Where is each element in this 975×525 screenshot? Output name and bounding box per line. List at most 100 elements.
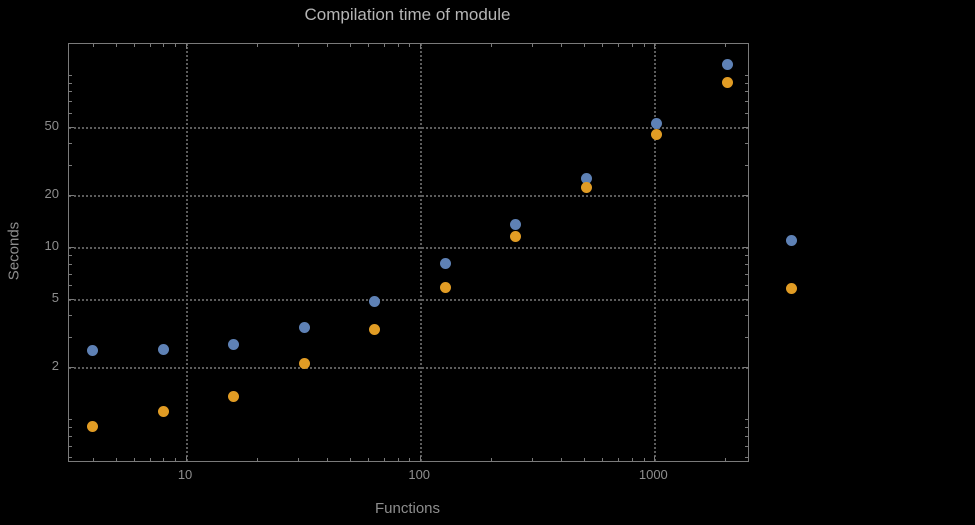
x-tick-mark	[397, 458, 399, 461]
y-tick-mark	[69, 445, 72, 447]
x-tick-mark	[383, 458, 385, 461]
y-tick-mark	[69, 143, 72, 145]
y-tick-mark	[69, 273, 72, 275]
legend-marker-blue	[785, 234, 797, 246]
data-point-orange	[369, 324, 381, 336]
legend-marker-orange	[785, 282, 797, 294]
data-point-orange	[298, 358, 310, 370]
y-tick-mark	[745, 164, 748, 166]
x-tick-label: 10	[177, 467, 193, 482]
y-tick-mark	[745, 336, 748, 338]
x-tick-mark	[643, 44, 645, 47]
x-tick-mark	[602, 44, 604, 47]
y-tick-mark	[743, 367, 748, 369]
y-tick-mark	[745, 457, 748, 459]
x-gridline	[420, 44, 423, 461]
x-tick-mark	[186, 456, 188, 461]
x-tick-mark	[149, 458, 151, 461]
x-tick-mark	[134, 44, 136, 47]
x-tick-mark	[409, 458, 411, 461]
data-point-blue	[369, 296, 381, 308]
y-tick-mark	[69, 74, 72, 76]
x-tick-mark	[368, 458, 370, 461]
x-tick-mark	[420, 456, 422, 461]
y-tick-mark	[69, 126, 74, 128]
y-tick-mark	[69, 418, 72, 420]
x-tick-mark	[349, 458, 351, 461]
x-tick-mark	[368, 44, 370, 47]
x-tick-mark	[327, 458, 329, 461]
x-tick-mark	[583, 458, 585, 461]
data-point-blue	[580, 172, 592, 184]
y-tick-mark	[745, 82, 748, 84]
y-tick-mark	[69, 254, 72, 256]
data-point-orange	[651, 128, 663, 140]
x-tick-label: 1000	[638, 467, 668, 482]
x-gridline	[186, 44, 189, 461]
x-tick-mark	[602, 458, 604, 461]
x-tick-mark	[397, 44, 399, 47]
y-tick-mark	[69, 195, 74, 197]
y-tick-label: 2	[51, 358, 59, 374]
y-tick-mark	[743, 246, 748, 248]
x-tick-mark	[561, 458, 563, 461]
y-tick-mark	[743, 298, 748, 300]
y-tick-mark	[745, 101, 748, 103]
data-point-blue	[439, 258, 451, 270]
data-point-blue	[228, 339, 240, 351]
data-point-blue	[721, 58, 733, 70]
x-tick-mark	[618, 458, 620, 461]
x-tick-mark	[349, 44, 351, 47]
x-tick-mark	[583, 44, 585, 47]
y-tick-mark	[745, 285, 748, 287]
x-tick-mark	[724, 458, 726, 461]
data-point-blue	[157, 343, 169, 355]
x-tick-mark	[256, 458, 258, 461]
y-tick-mark	[745, 418, 748, 420]
y-tick-mark	[69, 426, 72, 428]
y-tick-mark	[69, 336, 72, 338]
y-tick-mark	[745, 263, 748, 265]
y-tick-mark	[745, 91, 748, 93]
data-point-orange	[439, 282, 451, 294]
x-tick-mark	[383, 44, 385, 47]
data-point-orange	[721, 77, 733, 89]
y-gridline	[69, 195, 748, 198]
x-tick-mark	[531, 458, 533, 461]
y-tick-mark	[69, 435, 72, 437]
x-tick-mark	[327, 44, 329, 47]
y-gridline	[69, 367, 748, 370]
y-tick-mark	[745, 426, 748, 428]
x-tick-mark	[175, 44, 177, 47]
x-tick-mark	[297, 458, 299, 461]
x-tick-mark	[92, 44, 94, 47]
x-tick-mark	[409, 44, 411, 47]
data-point-blue	[298, 322, 310, 334]
x-axis-label: Functions	[374, 500, 441, 517]
data-point-blue	[510, 218, 522, 230]
x-tick-mark	[149, 44, 151, 47]
y-tick-mark	[69, 367, 74, 369]
y-tick-label: 10	[44, 237, 59, 253]
y-tick-mark	[743, 195, 748, 197]
x-tick-mark	[297, 44, 299, 47]
y-gridline	[69, 246, 748, 249]
y-tick-mark	[69, 101, 72, 103]
y-tick-mark	[745, 445, 748, 447]
y-tick-mark	[69, 263, 72, 265]
data-point-orange	[157, 406, 169, 418]
y-tick-mark	[745, 254, 748, 256]
x-tick-mark	[163, 44, 165, 47]
y-tick-mark	[69, 246, 74, 248]
x-tick-mark	[256, 44, 258, 47]
y-tick-mark	[745, 112, 748, 114]
x-tick-mark	[654, 44, 656, 49]
x-tick-mark	[561, 44, 563, 47]
x-tick-label: 100	[408, 467, 431, 482]
x-tick-mark	[618, 44, 620, 47]
x-tick-mark	[631, 458, 633, 461]
x-tick-mark	[175, 458, 177, 461]
x-tick-mark	[490, 458, 492, 461]
y-tick-mark	[745, 74, 748, 76]
